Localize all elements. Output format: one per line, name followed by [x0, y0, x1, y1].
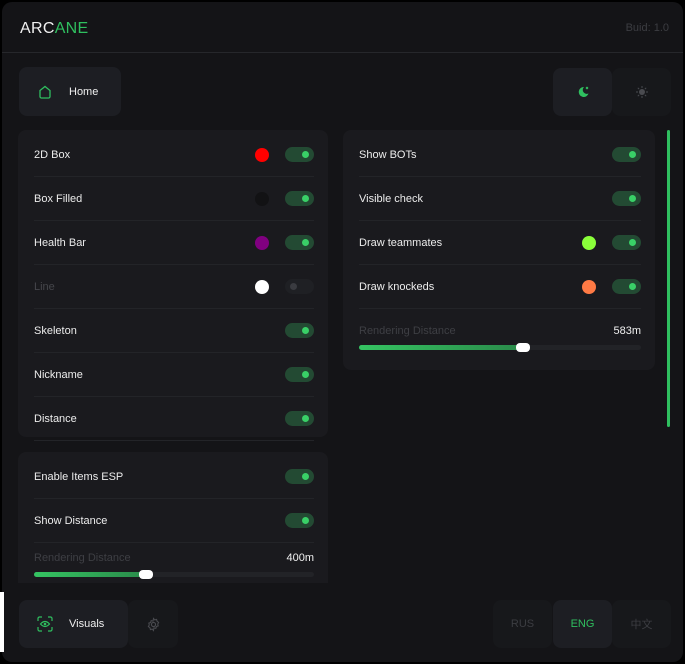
toggle-switch[interactable]: [285, 469, 314, 484]
color-picker[interactable]: [255, 235, 269, 250]
setting-label: Enable Items ESP: [34, 470, 124, 483]
toggle-switch[interactable]: [612, 191, 641, 206]
settings-tab[interactable]: [128, 600, 178, 648]
toggle-switch[interactable]: [285, 235, 314, 250]
lang-zh-button[interactable]: 中文: [612, 600, 671, 648]
dark-theme-button[interactable]: [553, 68, 612, 116]
toggle-switch[interactable]: [285, 147, 314, 162]
color-picker[interactable]: [582, 235, 596, 250]
setting-row: Show Distance: [34, 499, 314, 543]
color-picker[interactable]: [255, 147, 269, 162]
setting-label: Nickname: [34, 368, 83, 381]
setting-label: Show Distance: [34, 514, 108, 527]
setting-label: Show BOTs: [359, 148, 417, 161]
setting-row: Visible check: [359, 177, 641, 221]
setting-label: Line: [34, 280, 55, 293]
app-title: ARCANE: [20, 20, 89, 38]
settings-scroll-area[interactable]: 2D Box Box Filled Health Bar Line Skeleton Ni…: [2, 130, 683, 583]
sun-icon: [635, 86, 648, 98]
build-label: Buid: 1.0: [625, 22, 669, 34]
items-esp-panel: Enable Items ESP Show Distance Rendering D…: [18, 452, 328, 583]
slider-thumb[interactable]: [516, 343, 530, 352]
home-label: Home: [69, 85, 99, 98]
other-esp-panel: Show BOTs Visible check Draw teammates Draw…: [343, 130, 655, 370]
slider-fill: [34, 572, 146, 577]
lang-rus-button[interactable]: RUS: [493, 600, 552, 648]
setting-label: Skeleton: [34, 324, 77, 337]
distance-slider[interactable]: [34, 570, 314, 579]
home-icon: [39, 85, 51, 99]
toggle-switch[interactable]: [285, 323, 314, 338]
eye-scan-icon: [37, 616, 53, 632]
distance-slider[interactable]: [359, 343, 641, 352]
slider-thumb[interactable]: [139, 570, 153, 579]
setting-label: Draw knockeds: [359, 280, 435, 293]
setting-label: Health Bar: [34, 236, 86, 249]
setting-row: Nickname: [34, 353, 314, 397]
lang-eng-button[interactable]: ENG: [553, 600, 612, 648]
setting-label: Box Filled: [34, 192, 83, 205]
moon-icon: [578, 86, 588, 97]
window-edge-marker: [0, 592, 4, 652]
toggle-switch[interactable]: [285, 411, 314, 426]
setting-row: Box Filled: [34, 177, 314, 221]
color-picker[interactable]: [255, 279, 269, 294]
toggle-switch[interactable]: [285, 367, 314, 382]
slider-label: Rendering Distance: [359, 325, 456, 337]
home-button[interactable]: Home: [19, 67, 121, 116]
color-picker[interactable]: [255, 191, 269, 206]
setting-row: Show BOTs: [359, 133, 641, 177]
slider-value: 583m: [613, 325, 641, 337]
title-accent: ANE: [54, 20, 89, 37]
header-divider: [2, 52, 683, 53]
setting-row: Draw knockeds: [359, 265, 641, 309]
setting-row: Draw teammates: [359, 221, 641, 265]
toggle-switch[interactable]: [285, 191, 314, 206]
toggle-switch[interactable]: [612, 147, 641, 162]
gear-icon: [147, 616, 159, 632]
toggle-switch[interactable]: [285, 513, 314, 528]
slider-value: 400m: [286, 552, 314, 564]
toggle-switch[interactable]: [285, 279, 314, 294]
slider-label: Rendering Distance: [34, 552, 131, 564]
setting-row: Enable Items ESP: [34, 455, 314, 499]
setting-row: Skeleton: [34, 309, 314, 353]
setting-row: Distance: [34, 397, 314, 441]
slider-row: Rendering Distance 400m: [34, 552, 314, 564]
setting-label: Distance: [34, 412, 77, 425]
slider-fill: [359, 345, 523, 350]
setting-label: Visible check: [359, 192, 423, 205]
light-theme-button[interactable]: [612, 68, 671, 116]
toggle-switch[interactable]: [612, 235, 641, 250]
toggle-switch[interactable]: [612, 279, 641, 294]
setting-row: Line: [34, 265, 314, 309]
setting-label: Draw teammates: [359, 236, 443, 249]
setting-row: 2D Box: [34, 133, 314, 177]
title-part: ARC: [20, 20, 55, 37]
scrollbar[interactable]: [667, 130, 670, 427]
slider-row: Rendering Distance 583m: [359, 325, 641, 337]
color-picker[interactable]: [582, 279, 596, 294]
setting-row: Health Bar: [34, 221, 314, 265]
visuals-label: Visuals: [69, 618, 105, 630]
setting-label: 2D Box: [34, 148, 71, 161]
player-esp-panel: 2D Box Box Filled Health Bar Line Skeleton Ni…: [18, 130, 328, 441]
visuals-tab[interactable]: Visuals: [19, 600, 128, 648]
